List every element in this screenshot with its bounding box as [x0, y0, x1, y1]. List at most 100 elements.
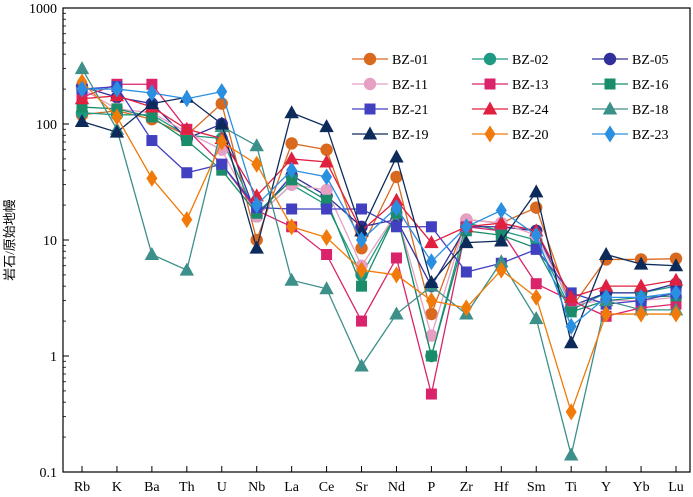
data-point — [670, 284, 682, 302]
legend-label: BZ-19 — [392, 128, 429, 143]
data-point — [249, 240, 264, 254]
x-tick-label: U — [217, 480, 227, 495]
data-point — [390, 170, 403, 184]
series-BZ-02 — [75, 106, 683, 363]
legend-item: BZ-23 — [592, 125, 669, 143]
legend-marker — [603, 52, 617, 66]
data-point — [668, 258, 684, 272]
x-tick-label: Y — [601, 480, 611, 495]
data-point — [216, 133, 228, 151]
data-point — [356, 261, 368, 279]
legend-item: BZ-19 — [352, 126, 429, 143]
data-point — [600, 305, 612, 323]
legend-marker — [484, 125, 496, 143]
series-line — [81, 68, 676, 456]
data-point — [633, 278, 649, 292]
data-point — [494, 254, 509, 268]
series-line — [81, 95, 677, 299]
data-point — [144, 246, 160, 260]
data-point — [530, 288, 542, 306]
y-tick-label: 0.1 — [40, 466, 58, 481]
legend-item: BZ-20 — [472, 125, 549, 143]
series-line — [81, 85, 677, 305]
legend-label: BZ-21 — [392, 103, 429, 118]
data-point — [495, 261, 507, 279]
data-point — [425, 292, 437, 310]
x-axis-ticks: Rb K Ba Th U Nb La Ce Sr Nd P Zr Hf Sm Ti Y Yb Lu — [74, 466, 684, 495]
data-point — [216, 164, 228, 176]
y-tick-label: 1 — [50, 350, 57, 365]
data-point — [354, 358, 369, 372]
data-point — [146, 78, 158, 90]
data-point — [146, 135, 158, 147]
series-BZ-01 — [75, 97, 683, 321]
legend-marker — [602, 101, 618, 115]
data-point — [529, 184, 544, 198]
data-point — [459, 235, 474, 249]
data-point — [146, 169, 158, 187]
data-point — [530, 278, 542, 290]
legend-marker — [482, 101, 498, 115]
data-point — [179, 262, 195, 276]
data-point — [251, 196, 263, 214]
x-tick-label: Th — [179, 480, 195, 495]
legend-marker — [604, 78, 616, 90]
legend-item: BZ-13 — [472, 78, 549, 93]
data-point — [146, 84, 158, 102]
x-tick-label: Ti — [565, 480, 577, 495]
data-point — [284, 272, 299, 286]
data-point — [563, 289, 579, 303]
legend-marker — [483, 52, 497, 66]
data-point — [249, 138, 264, 152]
legend: BZ-01 BZ-02 BZ-05 BZ-11 BZ-13 BZ-16 BZ-21 BZ-24… — [352, 52, 669, 143]
data-point — [320, 183, 333, 197]
data-point — [670, 305, 682, 323]
x-tick-label: K — [112, 480, 122, 495]
series-line — [81, 81, 676, 414]
data-point — [495, 201, 507, 219]
data-point — [251, 155, 263, 173]
data-point — [321, 248, 333, 260]
series-line — [82, 88, 677, 328]
data-point — [390, 199, 402, 217]
data-point — [530, 243, 542, 255]
legend-label: BZ-05 — [632, 53, 669, 68]
data-point — [389, 149, 404, 163]
data-point — [214, 116, 229, 130]
data-point — [181, 167, 193, 179]
data-point — [494, 215, 509, 229]
data-point — [356, 315, 368, 327]
legend-marker — [362, 126, 378, 140]
y-tick-label: 1000 — [29, 2, 57, 17]
legend-item: BZ-24 — [472, 101, 549, 118]
y-axis-label: 岩石/原始地幔 — [2, 199, 17, 281]
data-point — [356, 203, 368, 215]
legend-marker — [364, 103, 376, 115]
data-point — [460, 299, 472, 317]
legend-item: BZ-16 — [592, 78, 669, 93]
x-tick-label: Nd — [388, 480, 405, 495]
data-point — [286, 218, 298, 236]
data-point — [598, 246, 614, 260]
data-point — [529, 311, 544, 325]
data-point — [565, 317, 577, 335]
legend-item: BZ-18 — [592, 101, 669, 118]
data-point — [635, 305, 647, 323]
data-point — [390, 221, 402, 233]
legend-label: BZ-13 — [512, 78, 549, 93]
data-point — [425, 221, 437, 233]
data-point — [284, 151, 299, 165]
legend-marker — [363, 52, 377, 66]
data-point — [144, 96, 160, 110]
data-point — [109, 124, 125, 138]
data-point — [321, 168, 333, 186]
data-point — [285, 137, 298, 150]
legend-label: BZ-24 — [512, 103, 549, 118]
data-point — [494, 233, 509, 247]
data-point — [74, 114, 90, 128]
legend-marker — [363, 77, 377, 91]
series-line — [81, 112, 677, 357]
data-point — [286, 203, 298, 215]
data-point — [389, 306, 404, 320]
data-point — [565, 403, 577, 421]
